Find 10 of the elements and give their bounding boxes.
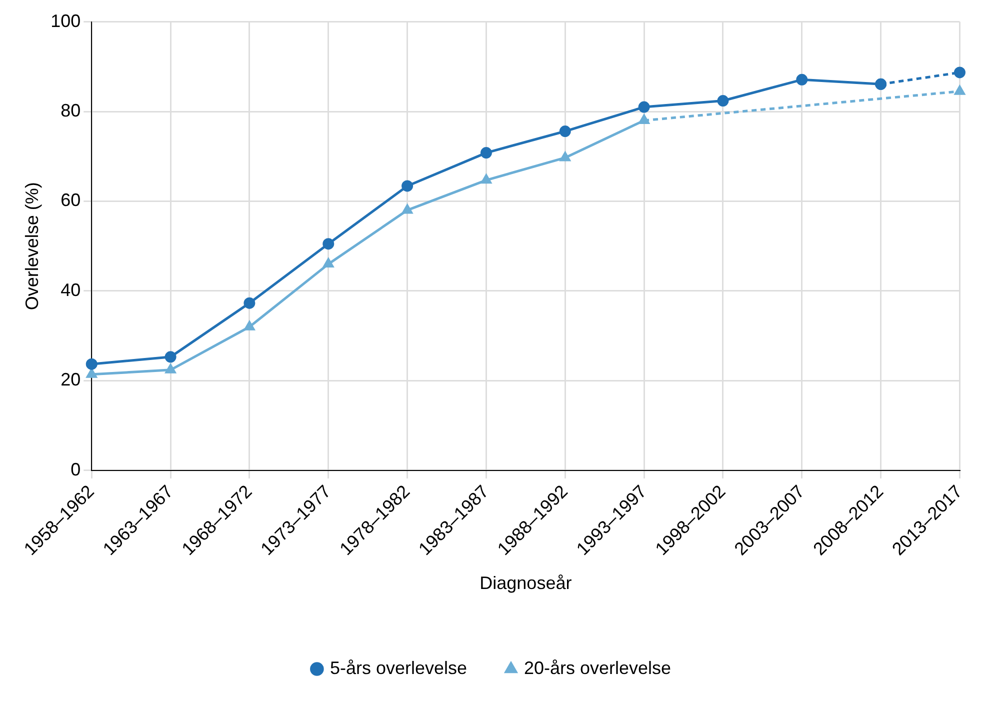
y-tick-label: 0 <box>70 459 81 480</box>
y-tick-label: 40 <box>60 280 81 300</box>
y-tick-label: 100 <box>50 10 81 31</box>
legend-label: 20-års overlevelse <box>524 658 672 678</box>
x-axis-title: Diagnoseår <box>480 573 572 594</box>
y-tick-label: 60 <box>60 190 81 210</box>
y-axis-title: Overlevelse (%) <box>22 182 42 310</box>
y-tick-label: 20 <box>60 370 81 390</box>
y-tick-label: 80 <box>60 100 81 120</box>
legend-label: 5-års overlevelse <box>330 658 467 678</box>
